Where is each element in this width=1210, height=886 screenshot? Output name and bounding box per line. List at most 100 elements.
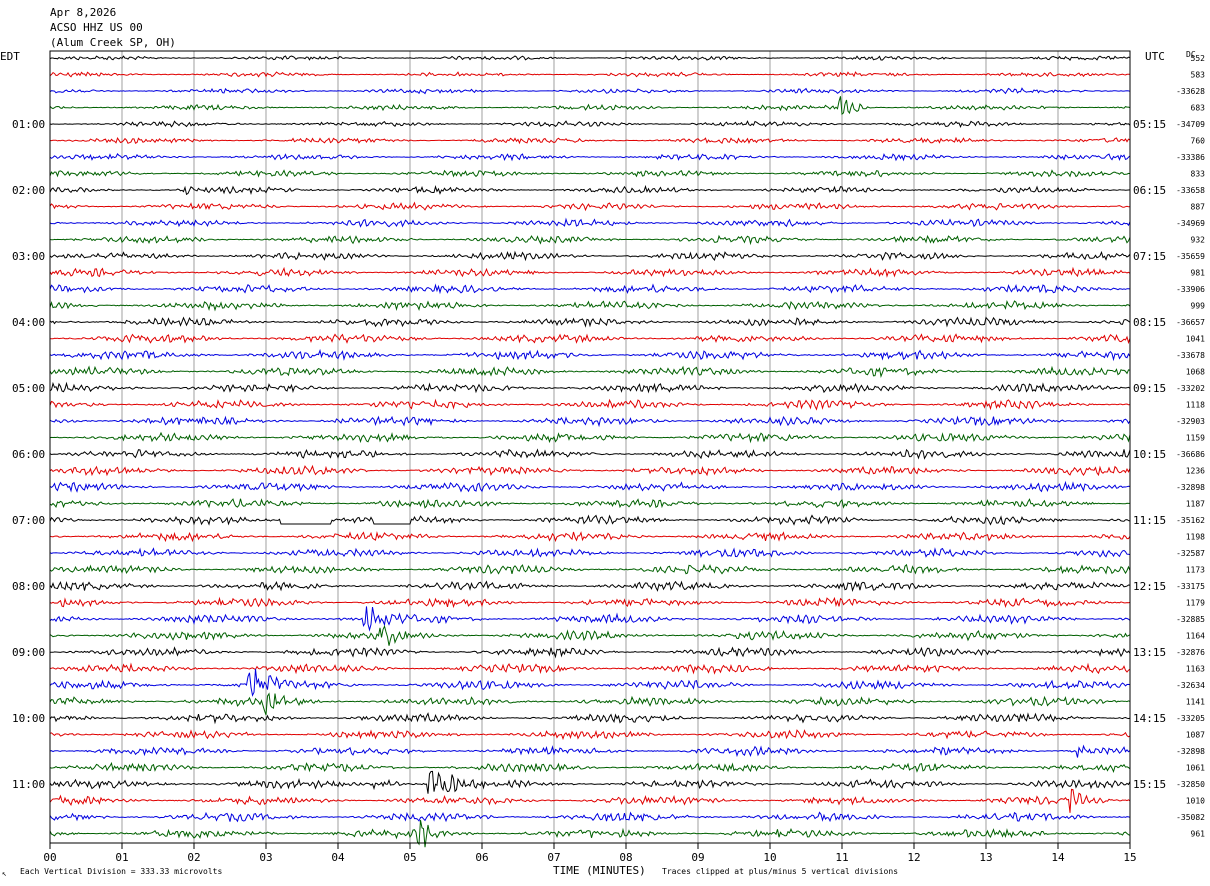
- trace-row-30: [49, 547, 1131, 559]
- clip-note: Traces clipped at plus/minus 5 vertical …: [662, 867, 898, 876]
- dc-offset-row-28: -35162: [1176, 516, 1205, 525]
- dc-offset-row-34: -32885: [1176, 615, 1205, 624]
- edt-label-10:00: 10:00: [12, 712, 45, 725]
- x-tick-label-01: 01: [115, 851, 128, 864]
- dc-title: DC: [1186, 50, 1196, 59]
- x-tick-label-12: 12: [907, 851, 920, 864]
- trace-row-13: [49, 266, 1131, 278]
- edt-label-07:00: 07:00: [12, 514, 45, 527]
- trace-row-19: [49, 365, 1131, 378]
- trace-row-18: [49, 348, 1131, 362]
- x-tick-label-04: 04: [331, 851, 345, 864]
- edt-label-09:00: 09:00: [12, 646, 45, 659]
- dc-offset-row-24: -36686: [1176, 450, 1205, 459]
- header-location: (Alum Creek SP, OH): [50, 36, 176, 49]
- trace-row-25: [49, 464, 1131, 477]
- dc-offset-row-41: 1087: [1186, 731, 1205, 740]
- trace-row-21: [49, 398, 1131, 411]
- trace-row-14: [49, 283, 1131, 295]
- trace-row-3: [49, 96, 1131, 116]
- x-axis-ticks: 00 01 02 03 04 05 06 07 08 09 10 11 12 13 14 15: [43, 843, 1137, 864]
- trace-row-32: [49, 580, 1131, 593]
- trace-row-6: [49, 153, 1131, 162]
- trace-row-4: [49, 120, 1131, 128]
- trace-row-23: [49, 431, 1131, 444]
- x-tick-label-14: 14: [1051, 851, 1065, 864]
- left-axis-title: EDT: [0, 50, 20, 63]
- trace-row-43: [49, 761, 1131, 774]
- dc-offset-row-38: -32634: [1176, 681, 1205, 690]
- dc-offset-row-12: -35659: [1176, 252, 1205, 261]
- edt-hour-labels: 01:00 02:00 03:00 04:00 05:00 06:00 07:00 08:00…: [12, 118, 45, 791]
- seismic-traces: [49, 54, 1131, 848]
- x-tick-label-15: 15: [1123, 851, 1136, 864]
- dc-offset-row-20: -33202: [1176, 384, 1205, 393]
- utc-label-15:15: 15:15: [1133, 778, 1166, 791]
- dc-offset-row-15: 999: [1191, 302, 1206, 311]
- trace-row-29: [49, 531, 1131, 543]
- dc-offset-row-14: -33906: [1176, 285, 1205, 294]
- utc-label-06:15: 06:15: [1133, 184, 1166, 197]
- dc-offset-row-4: -34709: [1176, 120, 1205, 129]
- scale-note: Each Vertical Division = 333.33 microvol…: [20, 867, 222, 876]
- trace-row-10: [49, 217, 1131, 228]
- trace-row-15: [49, 299, 1131, 312]
- dc-offset-row-9: 887: [1191, 203, 1206, 212]
- edt-label-02:00: 02:00: [12, 184, 45, 197]
- dc-offset-row-30: -32587: [1176, 549, 1205, 558]
- dc-offset-row-42: -32898: [1176, 747, 1205, 756]
- dc-offset-labels: 552 583 -33628 683 -34709 760 -33386 833 -33658 8…: [1176, 54, 1205, 839]
- trace-row-35: [49, 624, 1131, 646]
- trace-row-27: [49, 498, 1130, 509]
- edt-label-04:00: 04:00: [12, 316, 45, 329]
- dc-offset-row-36: -32876: [1176, 648, 1205, 657]
- x-axis-label: TIME (MINUTES): [553, 864, 646, 877]
- right-axis-title: UTC: [1145, 50, 1165, 63]
- trace-row-45: [49, 788, 1131, 813]
- dc-offset-row-40: -33205: [1176, 714, 1205, 723]
- x-tick-label-13: 13: [979, 851, 992, 864]
- trace-row-5: [50, 136, 1131, 145]
- utc-label-12:15: 12:15: [1133, 580, 1166, 593]
- dc-offset-row-16: -36657: [1176, 318, 1205, 327]
- edt-label-08:00: 08:00: [12, 580, 45, 593]
- trace-row-36: [50, 646, 1131, 659]
- dc-offset-row-10: -34969: [1176, 219, 1205, 228]
- dc-offset-row-39: 1141: [1186, 698, 1205, 707]
- trace-row-38: [49, 668, 1131, 697]
- x-tick-label-03: 03: [259, 851, 272, 864]
- minute-gridlines: [121, 51, 1059, 843]
- dc-offset-row-29: 1198: [1186, 533, 1205, 542]
- trace-row-0: [49, 54, 1131, 61]
- dc-offset-row-44: -32850: [1176, 780, 1205, 789]
- trace-row-44: [49, 770, 1131, 794]
- dc-offset-row-35: 1164: [1186, 632, 1205, 641]
- edt-label-11:00: 11:00: [12, 778, 45, 791]
- trace-row-24: [49, 448, 1131, 460]
- trace-row-28: [49, 514, 1131, 526]
- trace-row-17: [49, 333, 1131, 345]
- trace-row-20: [49, 381, 1131, 394]
- dc-offset-row-46: -35082: [1176, 813, 1205, 822]
- dc-offset-row-18: -33678: [1176, 351, 1205, 360]
- x-tick-label-00: 00: [43, 851, 56, 864]
- dc-offset-row-45: 1010: [1186, 797, 1205, 806]
- plot-frame: [49, 50, 1131, 844]
- trace-row-11: [49, 234, 1131, 246]
- dc-offset-row-1: 583: [1191, 71, 1206, 80]
- dc-offset-row-43: 1061: [1186, 764, 1205, 773]
- dc-offset-row-21: 1118: [1186, 401, 1205, 410]
- dc-offset-row-37: 1163: [1186, 665, 1205, 674]
- dc-offset-row-17: 1041: [1186, 335, 1205, 344]
- x-tick-label-07: 07: [547, 851, 560, 864]
- trace-row-1: [49, 71, 1131, 78]
- trace-row-40: [49, 712, 1131, 725]
- header-station: ACSO HHZ US 00: [50, 21, 143, 34]
- utc-label-08:15: 08:15: [1133, 316, 1166, 329]
- edt-label-05:00: 05:00: [12, 382, 45, 395]
- trace-row-37: [49, 662, 1131, 675]
- trace-row-34: [49, 606, 1131, 632]
- x-tick-label-09: 09: [691, 851, 704, 864]
- dc-offset-row-6: -33386: [1176, 153, 1205, 162]
